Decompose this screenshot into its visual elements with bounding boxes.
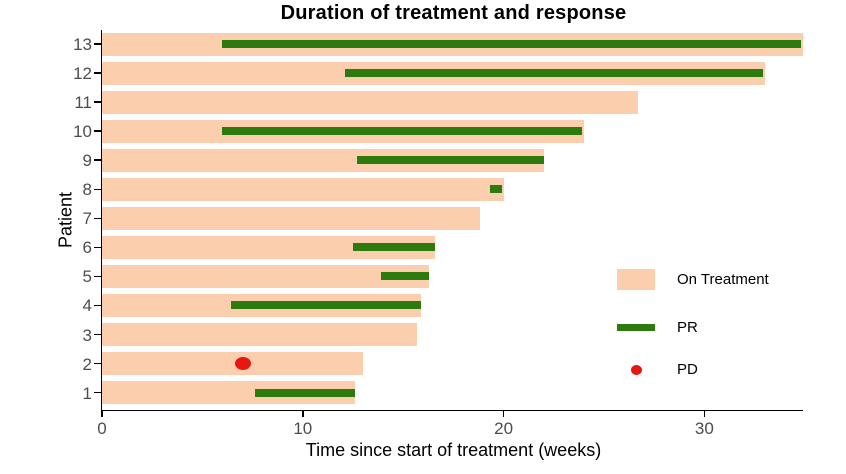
y-tick-label: 5 — [82, 267, 92, 287]
y-tick-label: 1 — [82, 383, 92, 403]
y-tick — [94, 391, 101, 394]
treatment-bar — [102, 177, 504, 201]
y-tick — [94, 72, 101, 74]
treatment-bar — [102, 206, 480, 230]
pr-bar — [357, 156, 544, 165]
y-tick — [94, 246, 101, 249]
pr-bar — [489, 185, 502, 194]
y-tick — [94, 362, 101, 365]
pr-bar — [222, 127, 582, 136]
pr-bar — [230, 301, 422, 310]
y-tick-label: 2 — [82, 354, 92, 374]
pr-bar — [254, 388, 355, 397]
on-treatment-swatch — [617, 269, 655, 290]
y-tick — [94, 217, 101, 220]
pd-swatch — [631, 365, 642, 375]
pr-bar — [381, 272, 430, 281]
treatment-bar — [102, 90, 639, 114]
x-axis-title: Time since start of treatment (weeks) — [305, 440, 602, 460]
x-tick — [101, 409, 103, 417]
y-tick-label: 3 — [82, 325, 92, 345]
y-tick-label: 8 — [82, 180, 92, 200]
chart-title: Duration of treatment and response — [280, 2, 627, 24]
pd-marker — [234, 357, 251, 371]
y-tick — [94, 333, 101, 336]
pr-swatch — [617, 324, 655, 331]
y-tick-label: 9 — [82, 151, 92, 171]
treatment-bar — [102, 352, 364, 376]
y-tick — [94, 304, 101, 307]
y-tick-label: 12 — [73, 64, 92, 84]
y-tick-label: 4 — [82, 296, 92, 316]
y-tick — [94, 101, 101, 103]
x-tick-label: 20 — [494, 419, 514, 438]
x-axis-line — [100, 409, 803, 411]
y-tick — [94, 188, 101, 190]
legend-label-pd: PD — [677, 361, 698, 378]
y-tick-label: 10 — [73, 122, 92, 142]
treatment-bar — [102, 148, 544, 172]
pr-bar — [344, 69, 763, 78]
treatment-bar — [102, 235, 436, 259]
y-tick-label: 6 — [82, 238, 92, 258]
legend-label-pr: PR — [677, 319, 698, 336]
y-tick-label: 7 — [82, 209, 92, 229]
x-tick — [502, 409, 505, 417]
treatment-bar — [102, 264, 430, 288]
x-tick-label: 0 — [97, 419, 107, 438]
y-tick — [94, 159, 101, 161]
treatment-bar — [102, 323, 418, 346]
y-tick-label: 13 — [73, 35, 92, 54]
y-tick — [94, 130, 101, 132]
treatment-bar — [102, 381, 355, 405]
y-axis-line — [100, 30, 102, 410]
x-tick — [703, 409, 706, 417]
legend-label-on-treatment: On Treatment — [677, 271, 769, 288]
y-tick — [94, 43, 101, 45]
pr-bar — [353, 243, 436, 252]
pr-bar — [222, 40, 801, 48]
y-tick-label: 11 — [74, 93, 92, 113]
x-tick-label: 10 — [293, 419, 313, 438]
x-tick — [302, 409, 304, 417]
y-tick — [94, 275, 101, 278]
x-tick-label: 30 — [694, 419, 714, 438]
